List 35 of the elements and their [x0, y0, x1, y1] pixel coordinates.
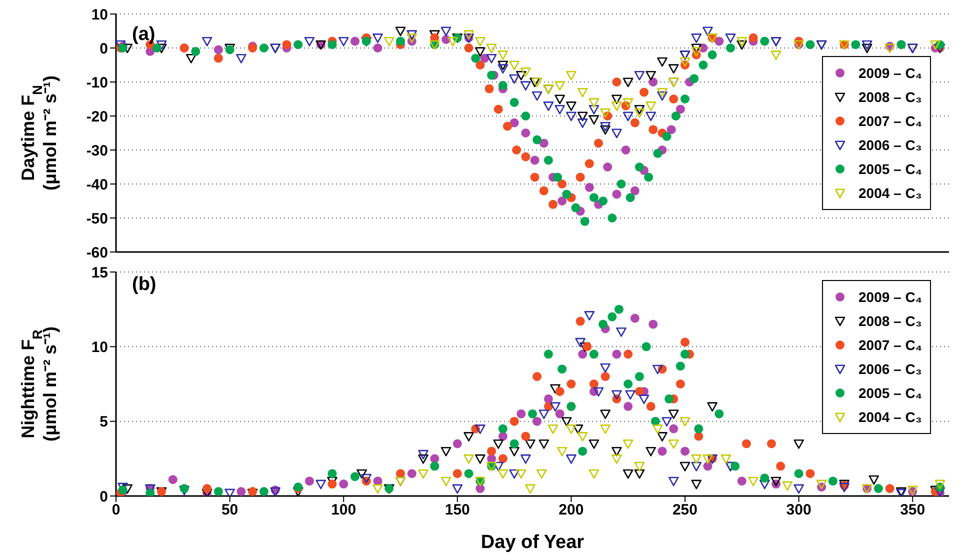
legend-label: 2007 – C₄ [858, 113, 922, 129]
annotation: (a) [132, 24, 156, 46]
legend-label: 2004 – C₃ [858, 409, 922, 425]
y-tick-label: 10 [91, 338, 108, 356]
legend-label: 2005 – C₄ [858, 385, 922, 401]
x-tick-label: 200 [558, 502, 584, 519]
legend-label: 2006 – C₃ [858, 361, 922, 377]
y-tick-label: 0 [100, 488, 108, 506]
legend-label: 2009 – C₄ [858, 289, 922, 305]
y-tick-label: 0 [100, 40, 108, 58]
x-tick-label: 100 [331, 502, 356, 519]
x-tick-label: 0 [112, 502, 120, 519]
y-tick-label: -60 [86, 244, 108, 262]
legend-label: 2008 – C₃ [858, 89, 922, 105]
legend-label: 2006 – C₃ [858, 137, 922, 153]
x-tick-label: 350 [900, 502, 926, 519]
legend-label: 2005 – C₄ [858, 161, 922, 177]
legend-label: 2009 – C₄ [858, 65, 922, 81]
y-tick-label: 5 [100, 414, 108, 431]
legend-label: 2007 – C₄ [858, 337, 922, 353]
y-tick-label: 10 [91, 6, 108, 24]
y-tick-label: -10 [86, 74, 108, 92]
legend-label: 2008 – C₃ [858, 313, 922, 329]
y-tick-label: -50 [86, 210, 108, 228]
legend-label: 2004 – C₃ [858, 185, 922, 201]
annotation: (b) [132, 274, 156, 296]
x-axis-title: Day of Year [480, 532, 585, 553]
x-tick-label: 250 [672, 502, 698, 519]
x-tick-label: 50 [221, 502, 238, 519]
y-tick-label: -40 [86, 176, 108, 194]
x-tick-label: 150 [444, 502, 470, 519]
y-tick-label: -30 [86, 142, 108, 160]
x-tick-label: 300 [786, 502, 812, 519]
y-tick-label: 15 [91, 264, 108, 282]
y-tick-label: -20 [86, 108, 108, 126]
